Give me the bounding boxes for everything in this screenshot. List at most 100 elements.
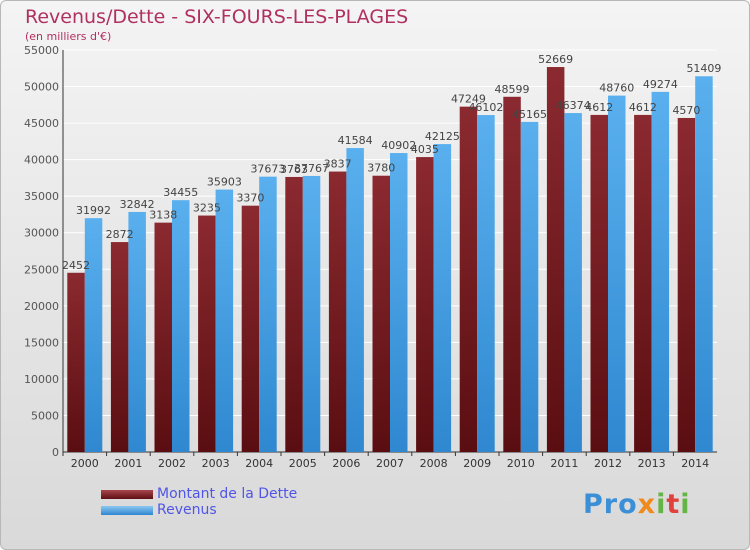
bar-revenus xyxy=(84,218,103,452)
data-label: 32842 xyxy=(120,198,155,211)
x-tick-label: 2013 xyxy=(638,457,666,470)
bar-revenus xyxy=(520,121,539,452)
bar-revenus xyxy=(346,148,364,452)
data-label: 3780 xyxy=(367,162,395,175)
data-label: 48760 xyxy=(599,82,634,95)
bar-revenus xyxy=(477,115,495,453)
x-tick-label: 2008 xyxy=(420,457,448,470)
bar-dette xyxy=(677,117,696,452)
data-label: 35903 xyxy=(207,176,242,189)
bar-revenus xyxy=(651,91,670,452)
data-label: 46102 xyxy=(468,101,503,114)
data-label: 37673 xyxy=(250,163,285,176)
y-tick-label: 15000 xyxy=(24,336,59,349)
x-tick-label: 2009 xyxy=(463,457,491,470)
bar-revenus xyxy=(128,211,146,452)
data-label: 37767 xyxy=(294,162,329,175)
chart-title: Revenus/Dette - SIX-FOURS-LES-PLAGES xyxy=(25,6,409,28)
bar-dette xyxy=(590,114,608,452)
data-label: 49274 xyxy=(643,78,678,91)
chart-subtitle: (en milliers d'€) xyxy=(25,30,112,43)
x-tick-label: 2003 xyxy=(202,457,230,470)
bar-revenus xyxy=(608,95,626,452)
legend-label-dette: Montant de la Dette xyxy=(157,486,298,502)
x-tick-label: 2002 xyxy=(158,457,186,470)
data-label: 48599 xyxy=(495,83,530,96)
bar-dette xyxy=(503,96,521,452)
data-label: 2872 xyxy=(106,228,134,241)
data-label: 3138 xyxy=(149,209,177,222)
y-tick-label: 55000 xyxy=(24,44,59,57)
y-tick-label: 45000 xyxy=(24,117,59,130)
bar-revenus xyxy=(695,76,713,452)
data-label: 2452 xyxy=(62,259,90,272)
data-label: 4570 xyxy=(672,104,700,117)
data-label: 4612 xyxy=(585,101,613,114)
legend-label-revenus: Revenus xyxy=(157,502,217,518)
data-label: 4035 xyxy=(411,143,439,156)
data-label: 34455 xyxy=(163,186,198,199)
logo-part-3: i xyxy=(656,489,667,520)
x-tick-label: 2010 xyxy=(507,457,535,470)
logo-part-2: x xyxy=(637,489,657,520)
data-label: 3370 xyxy=(236,192,264,205)
bar-dette xyxy=(110,242,129,452)
bar-dette xyxy=(285,176,303,452)
x-tick-label: 2004 xyxy=(245,457,273,470)
data-label: 52669 xyxy=(538,53,573,66)
data-label: 51409 xyxy=(686,62,721,75)
x-tick-label: 2012 xyxy=(594,457,622,470)
bar-revenus xyxy=(433,144,452,452)
x-tick-label: 2011 xyxy=(550,457,578,470)
data-label: 46374 xyxy=(556,99,591,112)
bar-dette xyxy=(67,272,85,452)
legend-swatch-revenus xyxy=(101,506,153,515)
y-tick-label: 40000 xyxy=(24,154,59,167)
y-tick-label: 5000 xyxy=(31,409,59,422)
y-tick-label: 50000 xyxy=(24,81,59,94)
x-tick-label: 2014 xyxy=(681,457,709,470)
proxiti-logo: Proxiti xyxy=(583,489,691,520)
data-label: 3837 xyxy=(324,158,352,171)
bar-revenus xyxy=(390,153,408,452)
bar-revenus xyxy=(564,113,582,452)
y-tick-label: 35000 xyxy=(24,190,59,203)
legend-swatch-dette xyxy=(101,490,153,499)
x-tick-label: 2005 xyxy=(289,457,317,470)
y-tick-label: 10000 xyxy=(24,373,59,386)
bar-dette xyxy=(459,106,478,452)
bar-revenus xyxy=(215,189,234,452)
data-label: 42125 xyxy=(425,130,460,143)
x-tick-label: 2006 xyxy=(332,457,360,470)
bar-revenus xyxy=(302,175,321,452)
bar-revenus xyxy=(259,176,277,452)
logo-part-1: Pro xyxy=(583,489,638,520)
y-tick-label: 20000 xyxy=(24,300,59,313)
x-tick-label: 2000 xyxy=(71,457,99,470)
bar-dette xyxy=(546,67,565,453)
y-tick-label: 25000 xyxy=(24,263,59,276)
x-tick-label: 2001 xyxy=(114,457,142,470)
bar-revenus xyxy=(172,200,190,452)
data-label: 4612 xyxy=(629,101,657,114)
data-label: 41584 xyxy=(338,134,373,147)
data-label: 40902 xyxy=(381,139,416,152)
bar-dette xyxy=(372,175,390,452)
logo-part-5: i xyxy=(680,489,691,520)
y-tick-label: 30000 xyxy=(24,227,59,240)
data-label: 3763 xyxy=(280,163,308,176)
data-label: 31992 xyxy=(76,204,111,217)
bar-dette xyxy=(241,205,260,452)
bar-dette xyxy=(198,215,216,452)
bar-dette xyxy=(634,114,652,452)
bar-dette xyxy=(416,157,434,452)
bar-dette xyxy=(154,222,172,452)
data-label: 45165 xyxy=(512,108,547,121)
data-label: 47249 xyxy=(451,93,486,106)
bar-dette xyxy=(328,171,347,453)
x-tick-label: 2007 xyxy=(376,457,404,470)
y-tick-label: 0 xyxy=(52,446,59,459)
data-label: 3235 xyxy=(193,202,221,215)
